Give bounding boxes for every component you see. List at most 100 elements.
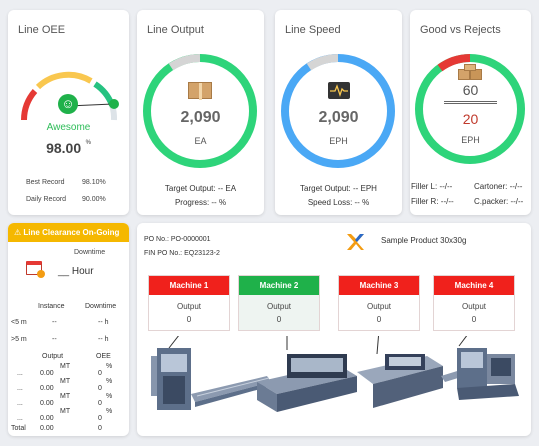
downtime-label: Downtime xyxy=(74,249,106,256)
line-oee-card: Line OEE ☺ Awesome 98.00 % Best Record 9… xyxy=(8,10,129,215)
good-value: 60 xyxy=(462,82,479,98)
filler-l: Filler L: --/-- xyxy=(411,182,453,191)
boxes-icon xyxy=(458,64,482,80)
machine-2-card[interactable]: Machine 2 Output 0 xyxy=(238,275,320,331)
downtime-value: __ Hour xyxy=(58,266,94,277)
machine-2-header: Machine 2 xyxy=(239,276,319,295)
cartoner: Cartoner: --/-- xyxy=(474,182,523,191)
col-output: Output xyxy=(42,353,64,360)
machine-2-value: 0 xyxy=(276,315,282,324)
row-lt5-downtime: -- h xyxy=(98,319,109,326)
filler-r: Filler R: --/-- xyxy=(411,197,454,206)
output-progress: Progress: -- % xyxy=(174,198,227,207)
best-record-value: 98.10% xyxy=(82,179,106,186)
summary-row-output: 0.00 xyxy=(40,415,54,422)
output-ring xyxy=(143,54,257,168)
line-speed-card: Line Speed 2,090 EPH Target Output: -- E… xyxy=(275,10,402,215)
machine-1-label: Output xyxy=(176,302,201,311)
summary-row-label: ... xyxy=(17,400,23,407)
product-logo-icon xyxy=(347,234,364,250)
summary-total-oee: 0 xyxy=(98,425,102,432)
summary-total-label: Total xyxy=(11,425,26,432)
speed-loss: Speed Loss: -- % xyxy=(307,198,370,207)
po-label: PO No.: xyxy=(144,236,169,243)
output-unit: EA xyxy=(194,136,207,146)
summary-row-oee: 0 xyxy=(98,400,102,407)
production-line-illustration xyxy=(151,336,519,412)
daily-record-label: Daily Record xyxy=(26,196,67,203)
calendar-icon xyxy=(26,261,45,278)
oee-value-wrap: 98.00 % xyxy=(8,140,129,158)
summary-row-output: 0.00 xyxy=(40,370,54,377)
oee-value: 98.00 xyxy=(46,140,82,156)
pulse-monitor-icon xyxy=(328,82,350,99)
mt-unit: MT xyxy=(60,408,71,415)
row-gt5-label: >5 m xyxy=(11,336,27,343)
fin-po-value: EQ23123-2 xyxy=(184,250,220,257)
c-packer: C.packer: --/-- xyxy=(474,197,524,206)
col-downtime: Downtime xyxy=(85,303,117,310)
line-clearance-card: ⚠ Line Clearance On-Going Downtime __ Ho… xyxy=(8,223,129,436)
clearance-banner-text: Line Clearance On-Going xyxy=(23,228,120,237)
product-name: Sample Product 30x30g xyxy=(381,236,467,245)
fin-po-number: FIN PO No.: EQ23123-2 xyxy=(144,250,220,257)
smiley-icon: ☺ xyxy=(58,94,78,114)
mt-unit: MT xyxy=(60,393,71,400)
row-lt5-label: <5 m xyxy=(11,319,27,326)
po-value: PO-0000001 xyxy=(170,236,211,243)
oee-unit: % xyxy=(85,140,91,146)
output-value: 2,090 xyxy=(180,109,221,126)
machine-1-value: 0 xyxy=(186,315,192,324)
summary-row-label: ... xyxy=(17,415,23,422)
output-target: Target Output: -- EA xyxy=(164,184,237,193)
pct-unit: % xyxy=(106,408,113,415)
fin-po-label: FIN PO No.: xyxy=(144,250,183,257)
col-instance: Instance xyxy=(38,303,65,310)
row-gt5-downtime: -- h xyxy=(98,336,109,343)
speed-ring xyxy=(281,54,395,168)
pct-unit: % xyxy=(106,378,113,385)
machine-3-card[interactable]: Machine 3 Output 0 xyxy=(338,275,420,331)
speed-unit: EPH xyxy=(329,136,348,146)
machine-3-value: 0 xyxy=(376,315,382,324)
best-record-label: Best Record xyxy=(26,179,65,186)
col-oee: OEE xyxy=(96,353,111,360)
machine-4-header: Machine 4 xyxy=(434,276,514,295)
box-icon xyxy=(188,82,212,100)
gauge-needle-tip xyxy=(109,99,119,109)
row-gt5-instance: -- xyxy=(52,336,57,343)
pct-unit: % xyxy=(106,393,113,400)
machine-4-label: Output xyxy=(461,302,486,311)
machine-2-label: Output xyxy=(266,302,291,311)
speed-target: Target Output: -- EPH xyxy=(300,184,377,193)
summary-row-label: ... xyxy=(17,370,23,377)
good-rejects-ring xyxy=(415,54,525,164)
po-number: PO No.: PO-0000001 xyxy=(144,236,211,243)
oee-gauge xyxy=(21,71,119,121)
mt-unit: MT xyxy=(60,378,71,385)
machine-3-header: Machine 3 xyxy=(339,276,419,295)
machine-4-value: 0 xyxy=(471,315,477,324)
line-output-card: Line Output 2,090 EA Target Output: -- E… xyxy=(137,10,264,215)
summary-row-oee: 0 xyxy=(98,385,102,392)
daily-record-value: 90.00% xyxy=(82,196,106,203)
divider xyxy=(444,101,497,104)
machine-1-card[interactable]: Machine 1 Output 0 xyxy=(148,275,230,331)
summary-row-oee: 0 xyxy=(98,415,102,422)
oee-status: Awesome xyxy=(46,122,91,133)
rejects-value: 20 xyxy=(462,111,479,127)
good-vs-rejects-card: Good vs Rejects 60 20 EPH Filler L: --/-… xyxy=(410,10,531,215)
good-vs-rejects-title: Good vs Rejects xyxy=(420,24,501,36)
clearance-banner: ⚠ Line Clearance On-Going xyxy=(8,223,129,242)
row-lt5-instance: -- xyxy=(52,319,57,326)
summary-row-oee: 0 xyxy=(98,370,102,377)
line-output-title: Line Output xyxy=(147,24,204,36)
mt-unit: MT xyxy=(60,363,71,370)
line-speed-title: Line Speed xyxy=(285,24,341,36)
machine-4-card[interactable]: Machine 4 Output 0 xyxy=(433,275,515,331)
machine-1-header: Machine 1 xyxy=(149,276,229,295)
good-unit: EPH xyxy=(461,135,480,145)
speed-value: 2,090 xyxy=(318,109,359,126)
production-line-card: PO No.: PO-0000001 FIN PO No.: EQ23123-2… xyxy=(137,223,531,436)
line-oee-title: Line OEE xyxy=(18,24,66,36)
